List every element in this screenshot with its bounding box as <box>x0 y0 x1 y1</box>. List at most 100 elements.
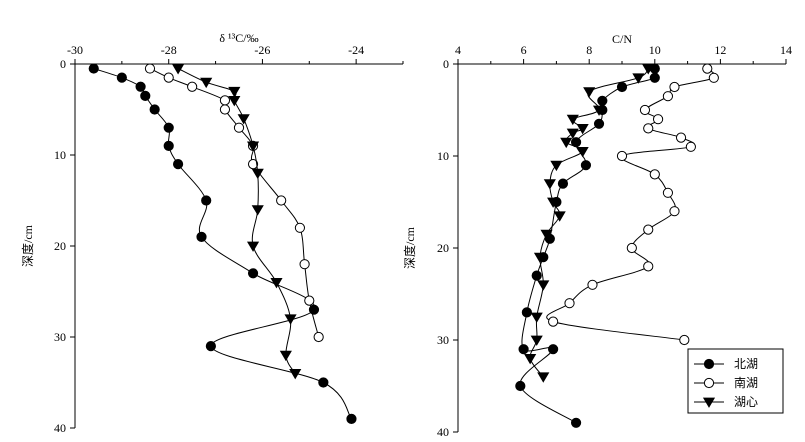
x-tick-label: 8 <box>586 43 592 57</box>
data-point <box>247 159 259 170</box>
data-point <box>246 141 260 152</box>
data-point <box>580 160 592 171</box>
data-point <box>299 259 310 270</box>
data-point <box>233 122 245 133</box>
x-tick-label: -28 <box>161 43 177 57</box>
data-point <box>543 179 556 190</box>
data-point <box>163 72 174 83</box>
y-tick-label: 40 <box>437 425 449 439</box>
series-filled-triangle <box>524 64 655 383</box>
y-tick-label: 20 <box>54 239 66 253</box>
data-point <box>566 114 579 126</box>
legend-entry: 湖心 <box>694 394 758 409</box>
data-point <box>587 279 598 290</box>
data-point <box>685 141 696 152</box>
data-point <box>537 280 550 291</box>
data-point <box>247 268 259 279</box>
series-line <box>93 68 352 420</box>
data-point <box>304 295 315 306</box>
data-point <box>149 104 160 115</box>
data-point <box>88 63 99 74</box>
y-tick-label: 20 <box>437 241 449 255</box>
data-point <box>662 91 674 102</box>
data-point <box>251 205 264 216</box>
data-point <box>548 316 559 327</box>
data-point <box>708 72 719 83</box>
data-point <box>313 331 324 343</box>
data-point <box>276 195 287 206</box>
data-point <box>172 64 185 75</box>
data-point <box>524 354 537 365</box>
data-point <box>196 231 207 242</box>
data-point <box>593 118 605 129</box>
data-point <box>533 252 547 264</box>
data-point <box>540 229 553 241</box>
data-point <box>557 178 569 189</box>
data-point <box>289 369 302 380</box>
x-tick-label: 6 <box>521 43 527 57</box>
data-point <box>518 344 529 355</box>
data-point <box>626 242 637 254</box>
data-point <box>669 81 680 93</box>
legend-label: 北湖 <box>734 356 758 371</box>
x-tick-label: 10 <box>649 43 661 57</box>
data-point <box>669 206 680 217</box>
data-point <box>566 128 579 139</box>
data-point <box>564 298 575 309</box>
data-point <box>649 72 660 83</box>
data-point <box>679 334 690 346</box>
legend-marker <box>702 397 716 408</box>
x-tick-label: -30 <box>67 43 83 57</box>
data-point <box>643 123 654 134</box>
data-point <box>237 114 250 125</box>
legend-label: 湖心 <box>734 394 758 409</box>
data-point <box>140 90 151 101</box>
data-point <box>172 159 184 170</box>
data-point <box>228 96 241 107</box>
data-point <box>531 270 542 281</box>
series-filled-circle <box>88 63 357 424</box>
data-point <box>548 344 559 355</box>
data-point <box>200 77 213 89</box>
data-point <box>702 63 713 74</box>
data-point <box>547 197 560 208</box>
data-point <box>116 72 127 83</box>
y-axis-label: 深度/cm <box>20 224 35 267</box>
data-point <box>553 211 566 222</box>
data-point <box>649 169 660 180</box>
legend-marker <box>703 377 715 389</box>
y-tick-label: 10 <box>54 148 66 162</box>
x-tick-label: -24 <box>348 43 364 57</box>
data-point <box>576 124 589 135</box>
x-tick-label: 14 <box>780 43 792 57</box>
data-point <box>616 81 628 93</box>
data-point <box>270 278 283 289</box>
data-point <box>583 87 596 98</box>
x-axis-label: C/N <box>612 32 632 46</box>
data-point <box>643 261 654 272</box>
series-open-circle <box>546 63 719 346</box>
x-axis-label: δ ¹³C/‰ <box>219 31 258 45</box>
data-point <box>632 73 645 84</box>
data-point <box>201 195 212 206</box>
y-tick-label: 10 <box>437 149 449 163</box>
data-point <box>530 335 543 346</box>
y-tick-label: 0 <box>443 57 449 71</box>
data-point <box>205 341 216 352</box>
data-point <box>187 81 198 92</box>
data-point <box>642 64 655 75</box>
y-tick-label: 0 <box>60 57 66 71</box>
series-line <box>529 68 649 378</box>
data-point <box>537 372 550 383</box>
series-line <box>519 68 658 424</box>
data-point <box>219 95 231 106</box>
legend-entry: 北湖 <box>694 356 758 371</box>
y-tick-label: 40 <box>54 421 66 435</box>
x-tick-label: -26 <box>254 43 270 57</box>
data-point <box>515 380 526 392</box>
data-point <box>163 122 174 133</box>
data-point <box>318 377 329 388</box>
